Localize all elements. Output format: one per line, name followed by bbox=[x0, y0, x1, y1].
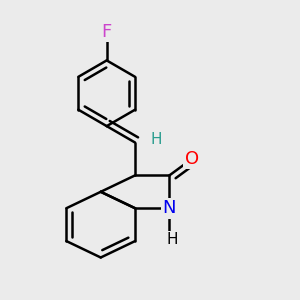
Text: H: H bbox=[150, 132, 162, 147]
Text: F: F bbox=[102, 23, 112, 41]
Text: N: N bbox=[163, 199, 176, 217]
Text: H: H bbox=[167, 232, 178, 247]
Text: O: O bbox=[185, 150, 199, 168]
